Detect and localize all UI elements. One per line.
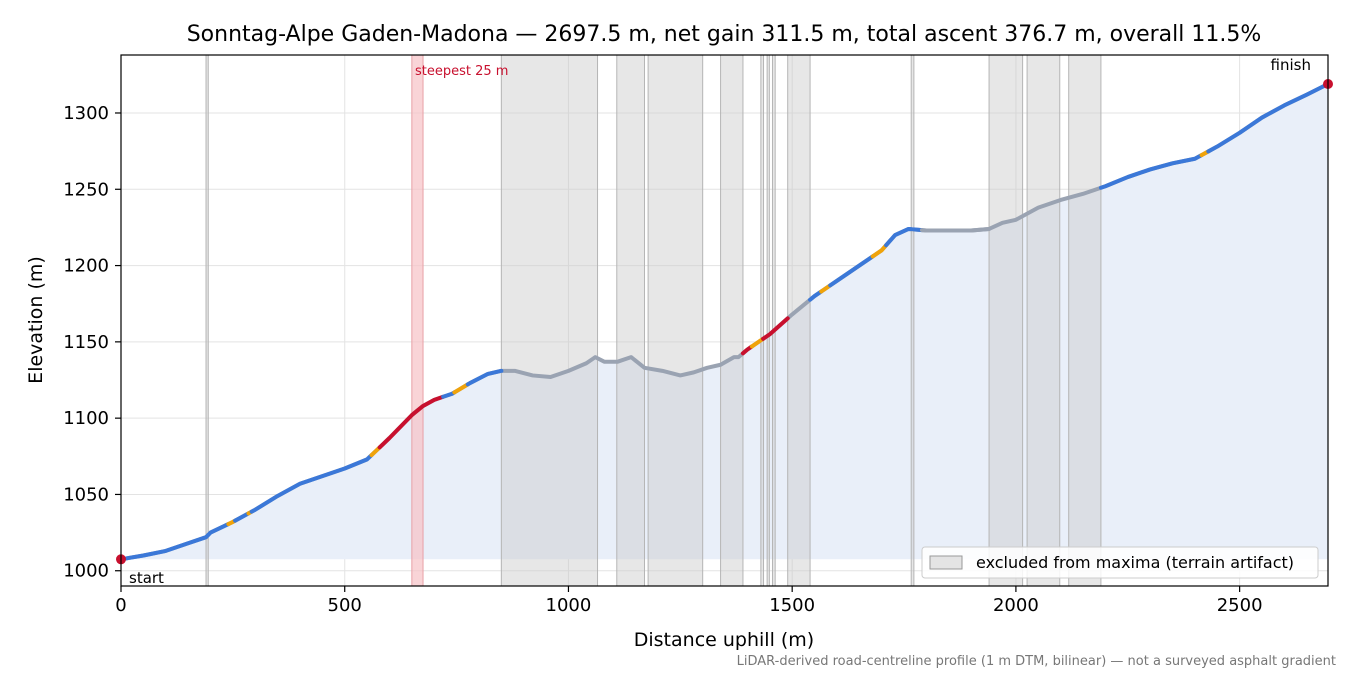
excluded-band xyxy=(771,54,776,587)
steepest-annotation: steepest 25 m xyxy=(415,64,508,79)
profile-segment-gentle xyxy=(1206,81,1330,154)
x-tick-label: 500 xyxy=(328,595,362,616)
x-tick-label: 2500 xyxy=(1217,595,1263,616)
profile-segment-gentle xyxy=(119,522,231,562)
y-tick-label: 1300 xyxy=(63,103,109,124)
x-axis-label: Distance uphill (m) xyxy=(634,629,814,651)
plot-frame xyxy=(120,54,1329,587)
y-tick-label: 1150 xyxy=(63,332,109,353)
excluded-band xyxy=(205,54,209,587)
excluded-band xyxy=(1068,54,1102,587)
excluded-band xyxy=(766,54,770,587)
legend-swatch-excluded xyxy=(929,555,963,570)
excluded-band xyxy=(500,54,599,587)
profile-segment-gentle xyxy=(828,254,875,288)
y-tick-label: 1250 xyxy=(63,179,109,200)
legend-frame xyxy=(921,546,1319,579)
y-tick-label: 1200 xyxy=(63,256,109,277)
x-axis: 0 500 1000 1500 2000 2500 xyxy=(115,586,1263,616)
start-annotation: start xyxy=(129,569,164,587)
profile-segment-gentle xyxy=(233,511,251,523)
excluded-band xyxy=(787,54,811,587)
excluded-band xyxy=(720,54,744,587)
legend: excluded from maxima (terrain artifact) xyxy=(921,546,1319,579)
excluded-band xyxy=(760,54,765,587)
profile-segment-gentle xyxy=(465,368,504,387)
x-tick-label: 2000 xyxy=(993,595,1039,616)
y-axis-label: Elevation (m) xyxy=(25,256,47,384)
profile-segment-gentle xyxy=(808,289,824,302)
excluded-band xyxy=(616,54,646,587)
x-tick-label: 1500 xyxy=(769,595,815,616)
y-tick-label: 1100 xyxy=(63,408,109,429)
profile-segment-moderate xyxy=(749,336,766,349)
profile-segment-steep xyxy=(761,316,790,341)
legend-label-excluded: excluded from maxima (terrain artifact) xyxy=(976,553,1294,572)
x-tick-label: 1000 xyxy=(546,595,592,616)
y-axis: 1000 1050 1100 1150 1200 1250 1300 xyxy=(63,103,121,582)
profile-segment-gentle xyxy=(1098,153,1204,190)
plot-area xyxy=(116,54,1333,587)
profile-segment-moderate xyxy=(452,382,470,395)
footnote: LiDAR-derived road-centreline profile (1… xyxy=(737,654,1336,669)
excluded-band xyxy=(910,54,915,587)
profile-segment-moderate xyxy=(870,243,889,259)
excluded-band xyxy=(647,54,704,587)
steepest-band xyxy=(411,54,424,587)
steepest-window xyxy=(411,54,424,587)
y-tick-label: 1050 xyxy=(63,484,109,505)
profile-segment-steep xyxy=(377,394,446,450)
excluded-band xyxy=(988,54,1024,587)
profile-segment-excluded xyxy=(919,226,992,233)
excluded-bands xyxy=(205,54,1102,587)
y-tick-label: 1000 xyxy=(63,561,109,582)
profile-segment-gentle xyxy=(249,453,374,514)
profile-line xyxy=(119,81,1330,562)
chart-title: Sonntag-Alpe Gaden-Madona — 2697.5 m, ne… xyxy=(187,22,1262,47)
x-tick-label: 0 xyxy=(115,595,126,616)
profile-segment-gentle xyxy=(884,226,914,248)
finish-annotation: finish xyxy=(1271,56,1311,74)
excluded-band xyxy=(1026,54,1061,587)
